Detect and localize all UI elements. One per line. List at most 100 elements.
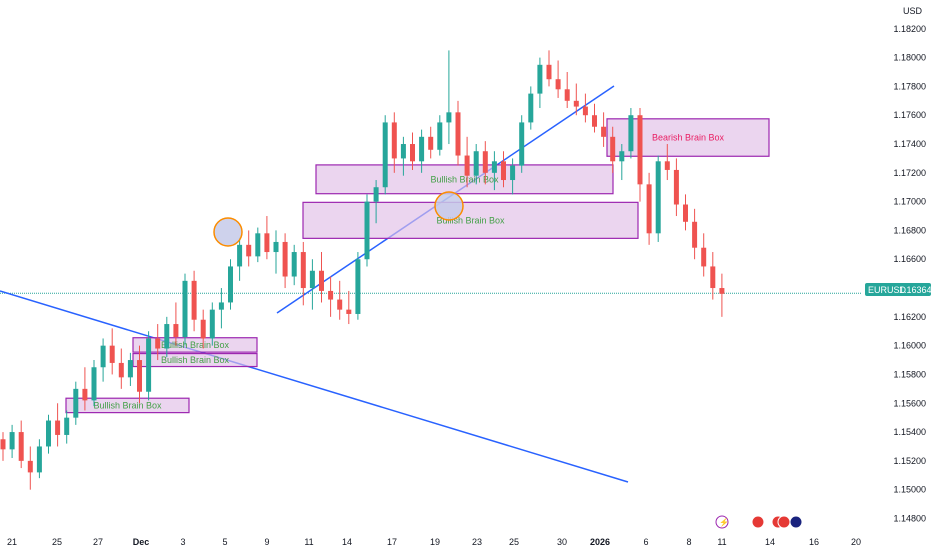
candle-down	[710, 266, 716, 289]
candle-down	[610, 136, 616, 162]
candle-up	[182, 280, 188, 338]
us-flag-icon[interactable]	[751, 515, 765, 529]
candle-down	[173, 324, 179, 338]
candle-down	[683, 204, 688, 222]
candle-down	[109, 345, 115, 363]
price-tick-label: 1.17400	[893, 139, 926, 149]
candle-up	[473, 151, 479, 176]
time-tick-label: 25	[52, 537, 62, 547]
candle-down	[0, 439, 6, 450]
candle-down	[592, 115, 597, 127]
price-tick-label: 1.16200	[893, 312, 926, 322]
time-tick-label: 2026	[590, 537, 610, 547]
candle-up	[628, 115, 634, 152]
bullish-brain-box-label: Bullish Brain Box	[93, 400, 162, 410]
time-tick-label: 14	[342, 537, 352, 547]
price-tick-label: 1.14800	[893, 513, 926, 523]
candle-down	[501, 161, 506, 181]
candle-down	[482, 151, 488, 173]
lightning-glyph: ⚡	[719, 517, 729, 527]
candle-down	[555, 79, 561, 90]
candle-up	[100, 345, 106, 368]
bullish-brain-box-label: Bullish Brain Box	[430, 174, 499, 184]
candle-down	[573, 100, 579, 107]
candle-down	[18, 432, 24, 461]
price-axis[interactable]: 1.18200 1.18000 1.17800 1.17600 1.17400 1.172…	[893, 24, 926, 524]
candle-up	[419, 136, 425, 162]
time-tick-label: 30	[557, 537, 567, 547]
time-tick-label: 16	[809, 537, 819, 547]
candle-down	[637, 115, 643, 185]
time-tick-label: 19	[430, 537, 440, 547]
candle-down	[55, 420, 61, 435]
candle-down	[673, 169, 679, 205]
candle-down	[27, 460, 33, 473]
candle-up	[228, 266, 233, 303]
time-tick-label: Dec	[133, 537, 150, 547]
candle-down	[664, 161, 670, 170]
price-tick-label: 1.16600	[893, 254, 926, 264]
time-tick-label: 11	[717, 537, 726, 547]
bullish-brain-box	[132, 352, 258, 368]
candle-down	[264, 233, 270, 253]
lightning-icon[interactable]	[715, 515, 729, 529]
time-tick-label: 25	[509, 537, 519, 547]
marker-circle-touch	[434, 191, 464, 221]
candle-down	[191, 280, 197, 320]
price-tick-label: 1.16000	[893, 341, 926, 351]
candle-up	[382, 122, 388, 188]
candle-down	[300, 252, 306, 289]
candle-up	[73, 388, 79, 418]
candle-up	[400, 144, 406, 159]
candle-down	[646, 184, 652, 234]
price-tick-label: 1.15000	[893, 485, 926, 495]
candle-down	[582, 106, 588, 116]
candle-up	[255, 233, 261, 257]
price-tick-label: 1.15800	[893, 369, 926, 379]
price-tick-label: 1.18200	[893, 24, 926, 34]
time-tick-label: 9	[264, 537, 269, 547]
candle-down	[391, 122, 397, 159]
time-tick-label: 5	[222, 537, 227, 547]
price-tick-label: 1.17800	[893, 81, 926, 91]
candle-up	[9, 432, 15, 450]
candle-up	[146, 338, 152, 392]
candle-up	[36, 446, 42, 473]
last-price-value: 1.16364	[899, 285, 932, 295]
candle-down	[346, 309, 352, 314]
event-icons[interactable]: ⚡	[715, 515, 803, 529]
candle-up	[437, 122, 443, 150]
eu-flag-icon[interactable]	[789, 515, 803, 529]
candle-down	[546, 64, 552, 80]
candle-up	[64, 417, 70, 435]
time-tick-label: 14	[765, 537, 775, 547]
candle-down	[410, 144, 415, 162]
time-axis[interactable]: 21 25 27 Dec 3 5 9 11 14 17 19 23 25 30 2026 6 8 11 14 16 20	[7, 537, 861, 547]
candle-up	[373, 187, 379, 202]
candle-down	[692, 221, 698, 248]
bearish-brain-box	[606, 118, 770, 157]
bearish-brain-box-label: Bearish Brain Box	[652, 133, 725, 143]
candle-down	[328, 290, 334, 300]
candle-up	[510, 165, 516, 181]
candle-up	[164, 324, 170, 349]
us-flag-icon-3[interactable]	[777, 515, 791, 529]
candle-up	[619, 151, 625, 162]
candle-down	[118, 362, 124, 378]
price-tick-label: 1.17200	[893, 168, 926, 178]
descending-trendline	[0, 290, 629, 483]
price-tick-label: 1.17000	[893, 197, 926, 207]
candle-up	[46, 420, 51, 447]
bullish-brain-box	[302, 201, 639, 239]
bullish-brain-box-label: Bullish Brain Box	[161, 340, 230, 350]
price-tag-bg	[865, 283, 931, 296]
candle-down	[564, 89, 570, 101]
time-tick-label: 20	[851, 537, 861, 547]
candle-down	[428, 136, 434, 150]
candle-up	[309, 270, 315, 289]
time-tick-label: 23	[472, 537, 482, 547]
candle-up	[218, 302, 224, 310]
time-tick-label: 27	[93, 537, 103, 547]
bullish-brain-box-label: Bullish Brain Box	[436, 215, 505, 225]
